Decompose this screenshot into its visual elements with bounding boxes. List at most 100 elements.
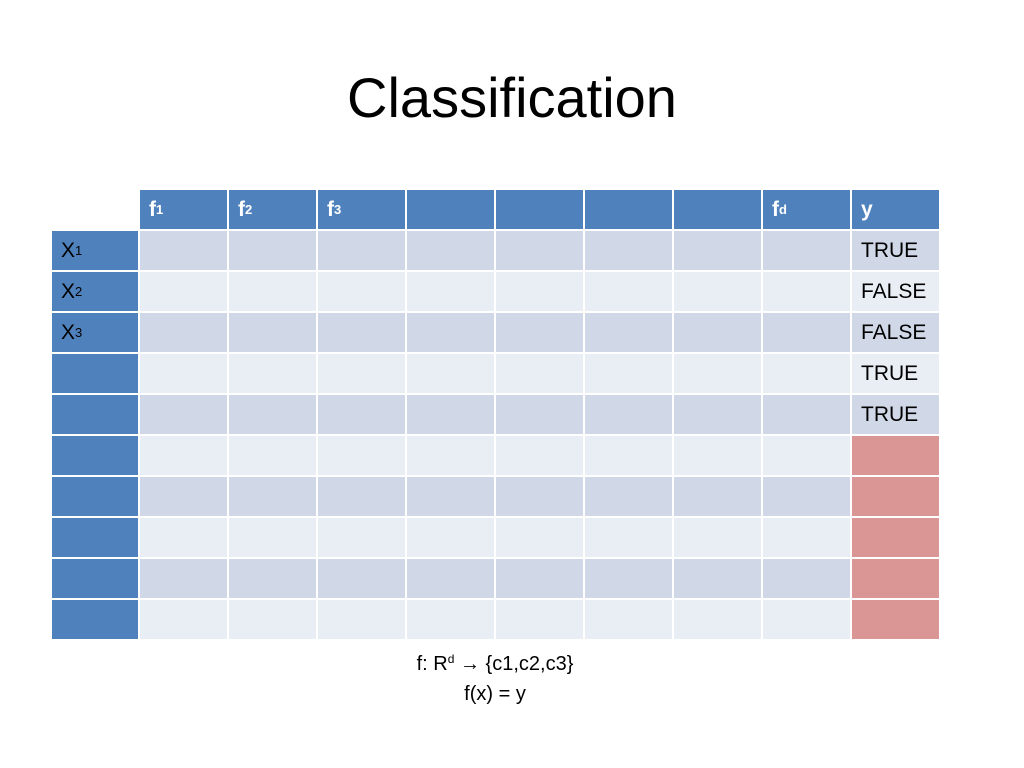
feature-cell	[229, 231, 316, 270]
feature-cell	[229, 436, 316, 475]
row-label	[52, 436, 138, 475]
feature-cell	[674, 395, 761, 434]
feature-cell	[140, 559, 227, 598]
feature-cell	[318, 518, 405, 557]
feature-cell	[585, 436, 672, 475]
label-cell: FALSE	[852, 272, 939, 311]
label-cell: TRUE	[852, 354, 939, 393]
feature-cell	[407, 518, 494, 557]
function-formula: f(x) = y	[464, 683, 526, 705]
feature-cell	[585, 477, 672, 516]
feature-cell	[407, 559, 494, 598]
feature-cell	[318, 600, 405, 639]
row-label	[52, 395, 138, 434]
feature-cell	[140, 477, 227, 516]
feature-cell	[140, 231, 227, 270]
feature-cell	[318, 231, 405, 270]
feature-cell	[407, 272, 494, 311]
feature-cell	[763, 518, 850, 557]
feature-cell	[585, 518, 672, 557]
unknown-label-cell	[852, 477, 939, 516]
feature-cell	[318, 272, 405, 311]
feature-cell	[229, 559, 316, 598]
feature-cell	[496, 354, 583, 393]
unknown-label-cell	[852, 518, 939, 557]
feature-cell	[229, 477, 316, 516]
feature-cell	[763, 272, 850, 311]
feature-cell	[140, 272, 227, 311]
feature-cell	[229, 395, 316, 434]
classification-table: f 1 f 2 f 3 f d y X 1 TRUE X 2 FALSE X 3 FALSE TRUE TRUE	[52, 190, 939, 639]
feature-cell	[318, 313, 405, 352]
feature-cell	[229, 600, 316, 639]
column-header	[674, 190, 761, 229]
feature-cell	[763, 395, 850, 434]
feature-cell	[140, 436, 227, 475]
feature-cell	[763, 231, 850, 270]
feature-cell	[407, 354, 494, 393]
column-header	[407, 190, 494, 229]
feature-cell	[407, 436, 494, 475]
row-label	[52, 518, 138, 557]
unknown-label-cell	[852, 559, 939, 598]
feature-cell	[407, 395, 494, 434]
column-header: y	[852, 190, 939, 229]
feature-cell	[585, 559, 672, 598]
feature-cell	[407, 313, 494, 352]
feature-cell	[674, 272, 761, 311]
feature-cell	[763, 354, 850, 393]
feature-cell	[496, 231, 583, 270]
label-cell: TRUE	[852, 395, 939, 434]
mapping-formula: f: Rd → {c1,c2,c3}	[416, 652, 574, 675]
feature-cell	[229, 313, 316, 352]
feature-cell	[674, 600, 761, 639]
feature-cell	[140, 395, 227, 434]
feature-cell	[763, 559, 850, 598]
feature-cell	[318, 354, 405, 393]
unknown-label-cell	[852, 600, 939, 639]
feature-cell	[674, 354, 761, 393]
feature-cell	[674, 436, 761, 475]
feature-cell	[140, 518, 227, 557]
feature-cell	[496, 518, 583, 557]
row-label	[52, 477, 138, 516]
feature-cell	[496, 272, 583, 311]
feature-cell	[496, 600, 583, 639]
feature-cell	[674, 518, 761, 557]
feature-cell	[318, 395, 405, 434]
feature-cell	[674, 231, 761, 270]
feature-cell	[407, 231, 494, 270]
feature-cell	[229, 354, 316, 393]
feature-cell	[763, 477, 850, 516]
feature-cell	[318, 436, 405, 475]
feature-cell	[496, 395, 583, 434]
feature-cell	[318, 559, 405, 598]
feature-cell	[585, 272, 672, 311]
row-label	[52, 559, 138, 598]
label-cell: TRUE	[852, 231, 939, 270]
feature-cell	[140, 600, 227, 639]
feature-cell	[140, 313, 227, 352]
feature-cell	[585, 600, 672, 639]
feature-cell	[318, 477, 405, 516]
feature-cell	[585, 231, 672, 270]
unknown-label-cell	[852, 436, 939, 475]
feature-cell	[496, 477, 583, 516]
feature-cell	[763, 436, 850, 475]
feature-cell	[229, 518, 316, 557]
feature-cell	[496, 313, 583, 352]
feature-cell	[674, 477, 761, 516]
feature-cell	[674, 559, 761, 598]
feature-cell	[763, 600, 850, 639]
feature-cell	[229, 272, 316, 311]
column-header	[496, 190, 583, 229]
feature-cell	[585, 354, 672, 393]
feature-cell	[496, 559, 583, 598]
column-header	[585, 190, 672, 229]
feature-cell	[140, 354, 227, 393]
feature-cell	[407, 600, 494, 639]
